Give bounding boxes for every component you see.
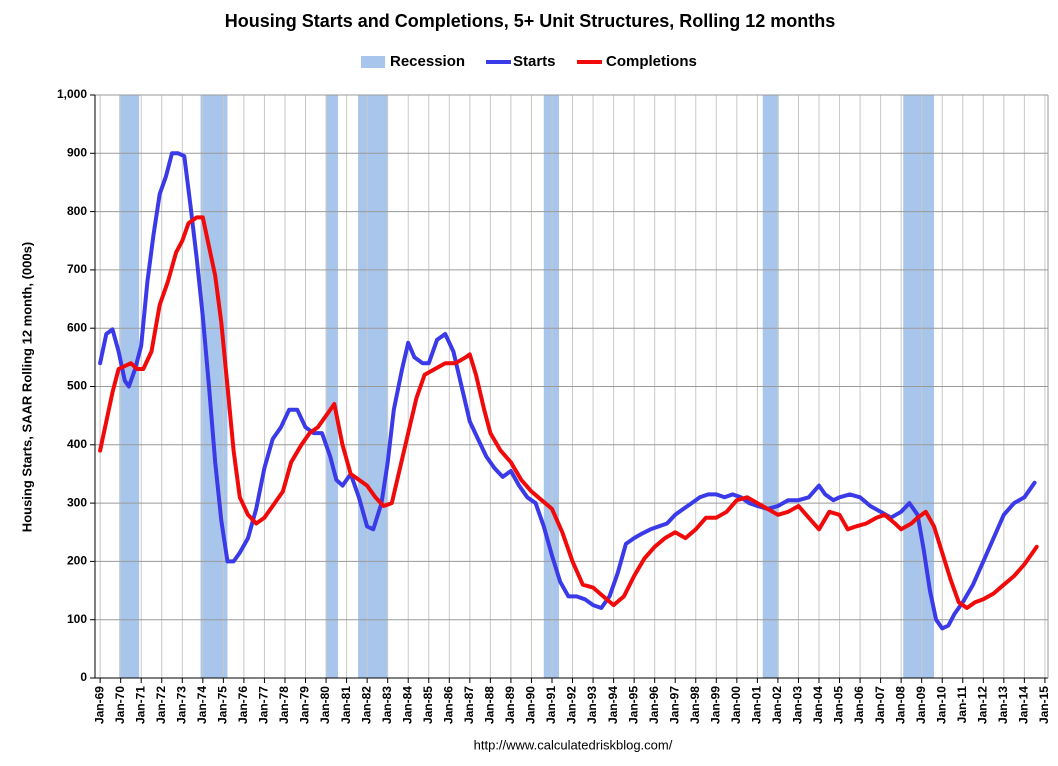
legend: Recession Starts Completions: [361, 53, 697, 70]
chart-title: Housing Starts and Completions, 5+ Unit …: [225, 11, 836, 31]
x-tick-label: Jan-09: [914, 686, 928, 724]
x-tick-label: Jan-69: [92, 686, 106, 724]
x-tick-label: Jan-77: [257, 686, 271, 724]
x-tick-label: Jan-86: [441, 686, 455, 724]
x-tick-label: Jan-98: [688, 686, 702, 724]
y-tick-label: 400: [67, 437, 87, 451]
x-tick-label: Jan-14: [1017, 686, 1031, 724]
x-tick-label: Jan-87: [462, 686, 476, 724]
x-tick-label: Jan-08: [893, 686, 907, 724]
y-tick-label: 800: [67, 204, 87, 218]
x-tick-label: Jan-04: [811, 686, 825, 724]
x-tick-label: Jan-90: [524, 686, 538, 724]
x-tick-label: Jan-12: [975, 686, 989, 724]
x-tick-label: Jan-05: [832, 686, 846, 724]
x-tick-label: Jan-07: [873, 686, 887, 724]
x-tick-label: Jan-75: [216, 686, 230, 724]
legend-label: Starts: [513, 53, 556, 70]
x-tick-label: Jan-94: [606, 686, 620, 724]
x-tick-label: Jan-91: [544, 686, 558, 724]
x-tick-label: Jan-84: [400, 686, 414, 724]
x-tick-label: Jan-06: [852, 686, 866, 724]
x-tick-label: Jan-10: [934, 686, 948, 724]
x-tick-label: Jan-93: [585, 686, 599, 724]
x-tick-label: Jan-01: [750, 686, 764, 724]
legend-swatch: [361, 56, 385, 68]
x-tick-label: Jan-95: [626, 686, 640, 724]
x-tick-label: Jan-96: [647, 686, 661, 724]
source: http://www.calculatedriskblog.com/: [474, 737, 673, 752]
x-tick-label: Jan-02: [770, 686, 784, 724]
y-tick-label: 300: [67, 495, 87, 509]
legend-label: Recession: [390, 53, 465, 70]
x-tick-label: Jan-15: [1037, 686, 1051, 724]
series-line: [98, 151, 1037, 631]
x-tick-label: Jan-79: [298, 686, 312, 724]
x-tick-label: Jan-76: [236, 686, 250, 724]
x-tick-label: Jan-11: [955, 686, 969, 724]
x-tick-label: Jan-83: [380, 686, 394, 724]
x-tick-label: Jan-72: [154, 686, 168, 724]
x-tick-label: Jan-80: [318, 686, 332, 724]
x-tick-label: Jan-70: [113, 686, 127, 724]
y-tick-label: 700: [67, 262, 87, 276]
x-tick-label: Jan-13: [996, 686, 1010, 724]
x-tick-label: Jan-99: [708, 686, 722, 724]
x-tick-label: Jan-71: [133, 686, 147, 724]
x-tick-label: Jan-74: [195, 686, 209, 724]
y-tick-label: 100: [67, 612, 87, 626]
y-tick-label: 200: [67, 554, 87, 568]
x-tick-label: Jan-00: [729, 686, 743, 724]
y-tick-label: 600: [67, 320, 87, 334]
x-tick-label: Jan-03: [791, 686, 805, 724]
x-tick-label: Jan-73: [174, 686, 188, 724]
y-tick-label: 900: [67, 145, 87, 159]
x-tick-label: Jan-78: [277, 686, 291, 724]
x-tick-label: Jan-82: [359, 686, 373, 724]
x-tick-label: Jan-97: [667, 686, 681, 724]
x-tick-label: Jan-85: [421, 686, 435, 724]
y-tick-label: 1,000: [57, 87, 87, 101]
y-axis-label: Housing Starts, SAAR Rolling 12 month, (…: [19, 242, 34, 532]
y-tick-label: 0: [80, 670, 87, 684]
x-tick-label: Jan-89: [503, 686, 517, 724]
x-tick-label: Jan-88: [483, 686, 497, 724]
x-tick-label: Jan-81: [339, 686, 353, 724]
legend-label: Completions: [606, 53, 697, 70]
x-tick-label: Jan-92: [565, 686, 579, 724]
y-tick-label: 500: [67, 379, 87, 393]
series-line: [98, 215, 1039, 610]
